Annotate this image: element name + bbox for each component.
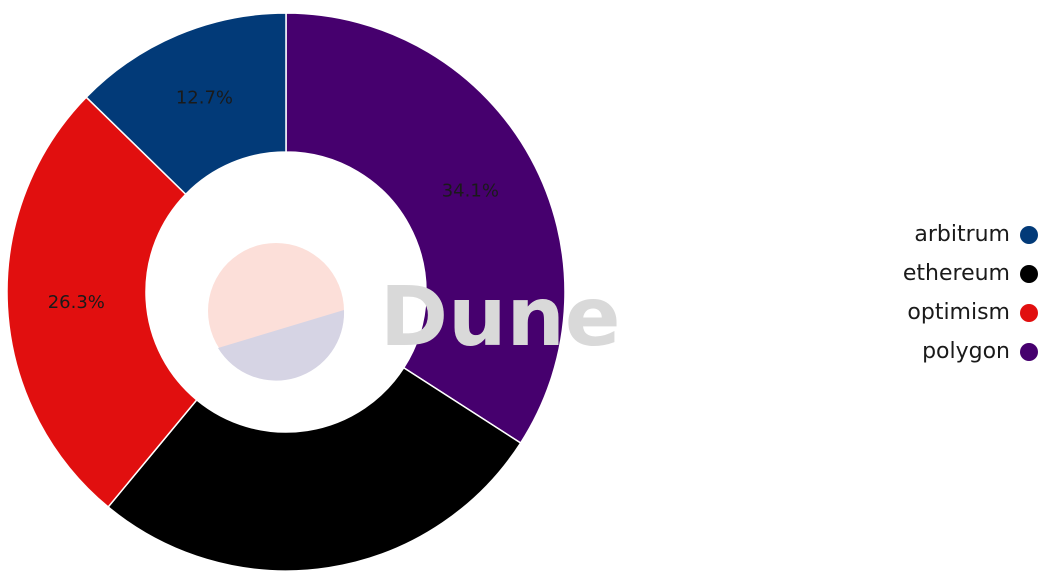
slice-labels: 34.1% 26.3% 12.7% <box>48 87 499 313</box>
legend-label: polygon <box>922 339 1010 364</box>
legend-item-ethereum[interactable]: ethereum <box>903 257 1038 290</box>
legend-label: arbitrum <box>914 222 1010 247</box>
slice-label-arbitrum: 12.7% <box>176 87 233 108</box>
dune-watermark: Dune <box>208 243 620 381</box>
slice-label-optimism: 26.3% <box>48 292 105 313</box>
legend-item-polygon[interactable]: polygon <box>922 335 1038 368</box>
legend: arbitrum ethereum optimism polygon <box>903 218 1038 368</box>
slice-arbitrum[interactable] <box>85 12 287 196</box>
legend-swatch-ethereum <box>1020 264 1038 283</box>
watermark-logo-bottom <box>218 310 345 381</box>
legend-swatch-arbitrum <box>1020 225 1038 244</box>
donut-slices <box>6 12 566 572</box>
slice-optimism[interactable] <box>6 96 198 509</box>
slice-polygon[interactable] <box>285 12 566 445</box>
legend-label: ethereum <box>902 261 1010 286</box>
legend-swatch-optimism <box>1020 303 1038 322</box>
slice-ethereum[interactable] <box>107 366 522 572</box>
legend-swatch-polygon <box>1020 342 1038 361</box>
legend-item-optimism[interactable]: optimism <box>907 296 1038 329</box>
legend-label: optimism <box>907 300 1010 325</box>
legend-item-arbitrum[interactable]: arbitrum <box>914 218 1038 251</box>
slice-label-polygon: 34.1% <box>442 180 499 201</box>
watermark-text: Dune <box>380 270 620 365</box>
